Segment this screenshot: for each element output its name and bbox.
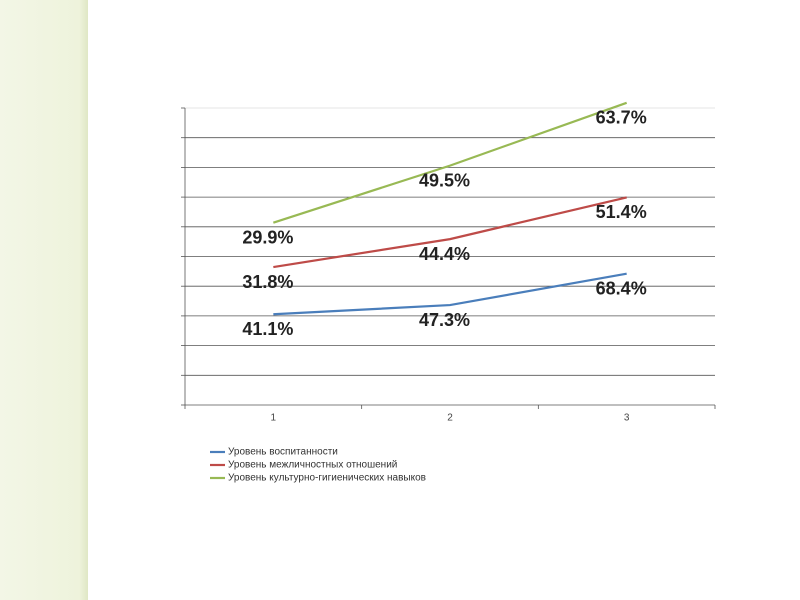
x-tick-label: 3 (624, 413, 630, 424)
data-label: 44.4% (419, 244, 470, 264)
x-tick-label: 1 (271, 413, 277, 424)
side-strip (0, 0, 88, 600)
legend-label: Уровень межличностных отношений (228, 460, 397, 471)
data-label: 47.3% (419, 310, 470, 330)
data-label: 51.4% (596, 202, 647, 222)
chart: 1 2 3 41.1% 47.3% 68.4% 31.8% 44.4% 51.4% 29.9% 49… (181, 101, 716, 484)
legend-label: Уровень воспитанности (228, 447, 338, 458)
data-label: 31.8% (242, 272, 293, 292)
data-label: 68.4% (596, 278, 647, 298)
data-label: 63.7% (596, 108, 647, 128)
legend-label: Уровень культурно-гигиенических навыков (228, 473, 426, 484)
data-label: 49.5% (419, 170, 470, 190)
series-line (273, 272, 627, 316)
data-label: 29.9% (242, 227, 293, 247)
data-label: 41.1% (242, 319, 293, 339)
series-line (273, 196, 627, 269)
series-line (272, 101, 628, 224)
x-tick-label: 2 (447, 413, 453, 424)
